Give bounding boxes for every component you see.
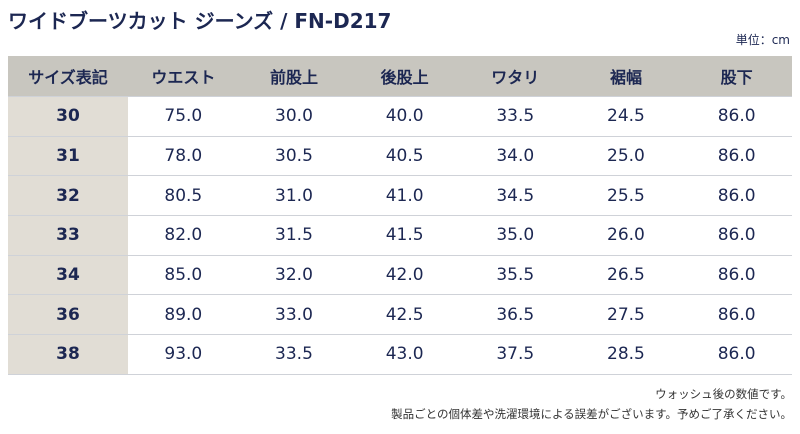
column-header: ワタリ <box>459 56 571 97</box>
measure-cell: 78.0 <box>128 135 239 176</box>
measure-cell: 37.5 <box>459 334 571 375</box>
table-body: 30 75.0 30.0 40.0 33.5 24.5 86.0 31 78.0 30.5 40.5… <box>8 96 792 375</box>
measure-cell: 86.0 <box>681 135 792 176</box>
column-header: 股下 <box>681 56 792 97</box>
size-cell: 31 <box>8 135 128 176</box>
measure-cell: 86.0 <box>681 254 792 295</box>
table-row: 36 89.0 33.0 42.5 36.5 27.5 86.0 <box>8 294 792 335</box>
measure-cell: 26.5 <box>570 254 682 295</box>
measure-cell: 26.0 <box>570 215 682 256</box>
measure-cell: 33.0 <box>238 294 350 335</box>
measure-cell: 31.0 <box>238 175 350 216</box>
measure-cell: 82.0 <box>128 215 239 256</box>
column-header: 前股上 <box>238 56 350 97</box>
measure-cell: 40.0 <box>349 96 460 137</box>
column-header: ウエスト <box>128 56 239 97</box>
size-cell: 34 <box>8 254 128 295</box>
title: ワイドブーツカット ジーンズ / FN-D217 <box>8 9 392 33</box>
table-row: 33 82.0 31.5 41.5 35.0 26.0 86.0 <box>8 215 792 256</box>
table-row: 31 78.0 30.5 40.5 34.0 25.0 86.0 <box>8 135 792 176</box>
measure-cell: 41.5 <box>349 215 460 256</box>
size-cell: 33 <box>8 215 128 256</box>
size-cell: 30 <box>8 96 128 137</box>
measure-cell: 86.0 <box>681 215 792 256</box>
note: ウォッシュ後の数値です。 <box>655 387 792 401</box>
measure-cell: 33.5 <box>238 334 350 375</box>
column-header: 後股上 <box>349 56 460 97</box>
measure-cell: 36.5 <box>459 294 571 335</box>
measure-cell: 34.0 <box>459 135 571 176</box>
measure-cell: 40.5 <box>349 135 460 176</box>
size-cell: 38 <box>8 334 128 375</box>
size-cell: 32 <box>8 175 128 216</box>
header-row: サイズ表記 ウエスト 前股上 後股上 ワタリ 裾幅 股下 <box>8 56 792 97</box>
measure-cell: 30.5 <box>238 135 350 176</box>
measure-cell: 25.0 <box>570 135 682 176</box>
measure-cell: 35.5 <box>459 254 571 295</box>
measure-cell: 30.0 <box>238 96 350 137</box>
measure-cell: 28.5 <box>570 334 682 375</box>
note: 製品ごとの個体差や洗濯環境による誤差がございます。予めご了承ください。 <box>391 407 792 421</box>
measure-cell: 42.0 <box>349 254 460 295</box>
measure-cell: 42.5 <box>349 294 460 335</box>
column-header: サイズ表記 <box>8 56 128 97</box>
table-row: 32 80.5 31.0 41.0 34.5 25.5 86.0 <box>8 175 792 216</box>
table-row: 38 93.0 33.5 43.0 37.5 28.5 86.0 <box>8 334 792 375</box>
size-table: サイズ表記 ウエスト 前股上 後股上 ワタリ 裾幅 股下 30 75.0 30.0 40.0 33.… <box>8 56 792 375</box>
measure-cell: 24.5 <box>570 96 682 137</box>
measure-cell: 41.0 <box>349 175 460 216</box>
measure-cell: 25.5 <box>570 175 682 216</box>
measure-cell: 35.0 <box>459 215 571 256</box>
measure-cell: 33.5 <box>459 96 571 137</box>
measure-cell: 89.0 <box>128 294 239 335</box>
measure-cell: 93.0 <box>128 334 239 375</box>
measure-cell: 86.0 <box>681 175 792 216</box>
measure-cell: 27.5 <box>570 294 682 335</box>
measure-cell: 43.0 <box>349 334 460 375</box>
measure-cell: 85.0 <box>128 254 239 295</box>
measure-cell: 86.0 <box>681 96 792 137</box>
measure-cell: 86.0 <box>681 334 792 375</box>
measure-cell: 34.5 <box>459 175 571 216</box>
measure-cell: 86.0 <box>681 294 792 335</box>
table-row: 34 85.0 32.0 42.0 35.5 26.5 86.0 <box>8 254 792 295</box>
measure-cell: 75.0 <box>128 96 239 137</box>
measure-cell: 31.5 <box>238 215 350 256</box>
table-row: 30 75.0 30.0 40.0 33.5 24.5 86.0 <box>8 96 792 137</box>
measure-cell: 80.5 <box>128 175 239 216</box>
column-header: 裾幅 <box>570 56 682 97</box>
size-cell: 36 <box>8 294 128 335</box>
unit: 単位：cm <box>735 33 790 47</box>
measure-cell: 32.0 <box>238 254 350 295</box>
